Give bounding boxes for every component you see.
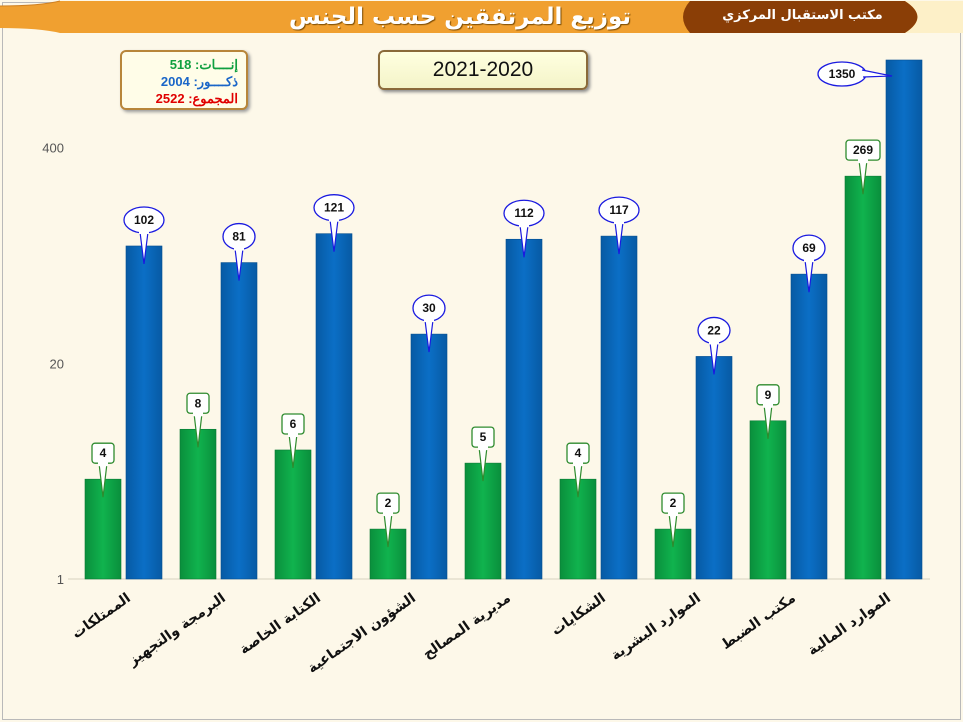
female-value-pointer xyxy=(668,513,678,548)
female-bar xyxy=(844,175,882,580)
chart-title: توزيع المرتفقين حسب الجنس xyxy=(288,4,632,30)
male-value-label: 102 xyxy=(134,213,154,227)
female-value-label: 2 xyxy=(385,496,392,510)
y-tick-label: 400 xyxy=(42,141,64,156)
male-value-label: 1350 xyxy=(829,67,856,81)
female-value-pointer-mask xyxy=(478,446,488,451)
female-value-pointer-mask xyxy=(288,432,298,437)
male-value-pointer-mask xyxy=(519,222,529,228)
category-label: الشكايات xyxy=(549,590,609,639)
female-value-pointer-mask xyxy=(573,462,583,467)
female-value-pointer-mask xyxy=(383,512,393,517)
male-value-pointer-mask xyxy=(139,228,149,234)
female-value-pointer xyxy=(573,463,583,498)
male-value-pointer xyxy=(329,219,339,252)
y-tick-label: 1 xyxy=(57,572,64,587)
year-label: 2021-2020 xyxy=(378,50,588,90)
male-bar xyxy=(505,238,543,580)
male-value-pointer xyxy=(234,248,244,281)
male-value-pointer-mask xyxy=(424,317,434,323)
female-value-label: 269 xyxy=(853,143,873,157)
grand-total: المجموع: 2522 xyxy=(155,91,238,106)
female-value-pointer xyxy=(288,433,298,469)
male-value-pointer xyxy=(804,260,814,293)
male-bar xyxy=(125,245,163,580)
female-value-pointer-mask xyxy=(763,403,773,408)
male-bar xyxy=(600,235,638,580)
female-value-pointer xyxy=(858,160,868,195)
female-value-label: 4 xyxy=(575,446,582,460)
female-value-pointer xyxy=(98,463,108,498)
female-value-pointer-mask xyxy=(193,412,203,417)
female-value-label: 6 xyxy=(290,417,297,431)
male-value-pointer xyxy=(861,69,893,78)
male-total: ذكــــور: 2004 xyxy=(160,74,238,89)
male-value-label: 30 xyxy=(422,301,436,315)
male-value-label: 121 xyxy=(324,201,344,215)
category-label: الموارد المالية xyxy=(805,590,894,659)
male-bar xyxy=(410,333,448,580)
male-value-pointer-mask xyxy=(614,219,624,225)
category-label: البرمجة والتجهيز xyxy=(125,590,229,670)
male-value-pointer xyxy=(614,222,624,255)
female-value-pointer xyxy=(763,404,773,439)
male-bar xyxy=(315,233,353,580)
female-bar xyxy=(274,449,312,580)
male-value-pointer-mask xyxy=(329,216,339,222)
male-bar xyxy=(220,262,258,580)
female-value-pointer-mask xyxy=(668,512,678,517)
category-label: الموارد البشرية xyxy=(608,590,704,664)
category-label: مكتب الضبط xyxy=(719,590,799,653)
category-label: الكتابة الخاصة xyxy=(237,590,324,658)
totals-box: إنــــات: 518 ذكــــور: 2004 المجموع: 25… xyxy=(120,50,248,110)
male-value-pointer xyxy=(424,320,434,353)
male-value-pointer-mask xyxy=(709,339,719,345)
female-value-pointer xyxy=(193,413,203,448)
female-value-pointer-mask xyxy=(98,462,108,467)
male-value-label: 22 xyxy=(707,323,721,337)
male-value-label: 69 xyxy=(802,241,816,255)
female-value-pointer-mask xyxy=(858,159,868,164)
male-value-label: 81 xyxy=(232,230,246,244)
male-value-pointer-mask xyxy=(804,257,814,263)
female-value-pointer xyxy=(478,447,488,482)
female-value-pointer xyxy=(383,513,393,548)
male-value-label: 112 xyxy=(514,206,534,220)
office-label: مكتب الاستقبال المركزي xyxy=(722,8,883,23)
male-value-pointer-mask xyxy=(234,245,244,251)
female-value-label: 2 xyxy=(670,496,677,510)
male-value-pointer xyxy=(709,342,719,375)
header-bar: توزيع المرتفقين حسب الجنس مكتب الاستقبال… xyxy=(0,0,963,34)
male-bar xyxy=(790,273,828,580)
female-value-label: 5 xyxy=(480,430,487,444)
category-label: الممتلكات xyxy=(69,590,134,642)
male-bar xyxy=(695,356,733,580)
y-tick-label: 20 xyxy=(50,356,64,371)
male-bar xyxy=(885,59,923,580)
male-value-label: 117 xyxy=(609,203,629,217)
female-value-label: 8 xyxy=(195,396,202,410)
male-value-pointer xyxy=(139,231,149,265)
female-value-label: 4 xyxy=(100,446,107,460)
female-bar xyxy=(179,428,217,580)
male-value-pointer xyxy=(519,225,529,258)
female-total: إنــــات: 518 xyxy=(169,57,238,72)
header-banner xyxy=(0,0,963,33)
category-label: مديرية المصالح xyxy=(420,590,514,662)
female-value-label: 9 xyxy=(765,388,772,402)
female-bar xyxy=(749,420,787,580)
